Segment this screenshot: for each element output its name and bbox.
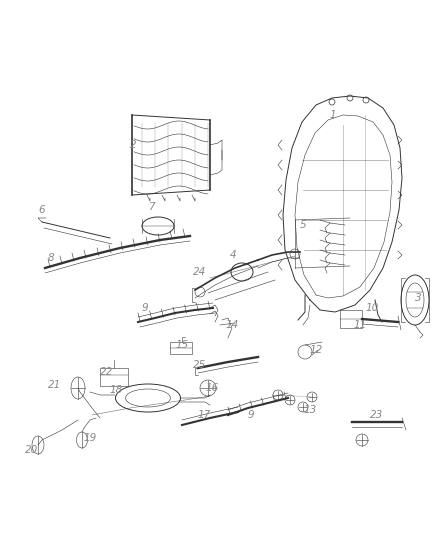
Text: 2: 2 bbox=[130, 140, 137, 150]
Text: 10: 10 bbox=[365, 303, 378, 313]
Text: 4: 4 bbox=[230, 250, 237, 260]
Text: 24: 24 bbox=[193, 267, 206, 277]
Text: 5: 5 bbox=[300, 220, 307, 230]
Text: 1: 1 bbox=[330, 110, 337, 120]
Bar bbox=[100, 368, 128, 386]
Text: 15: 15 bbox=[175, 340, 188, 350]
Text: 12: 12 bbox=[310, 345, 323, 355]
Text: 7: 7 bbox=[148, 202, 155, 212]
Text: 23: 23 bbox=[370, 410, 383, 420]
Text: 9: 9 bbox=[248, 410, 254, 420]
Text: 6: 6 bbox=[38, 205, 45, 215]
Text: 20: 20 bbox=[25, 445, 38, 455]
Text: 13: 13 bbox=[303, 405, 316, 415]
Text: 9: 9 bbox=[142, 303, 148, 313]
Bar bbox=[170, 342, 192, 354]
Text: 11: 11 bbox=[353, 320, 366, 330]
Text: 19: 19 bbox=[83, 433, 96, 443]
Text: 21: 21 bbox=[48, 380, 61, 390]
Text: 3: 3 bbox=[415, 293, 422, 303]
Text: 22: 22 bbox=[100, 367, 113, 377]
Text: 18: 18 bbox=[110, 385, 123, 395]
Bar bbox=[340, 310, 362, 328]
Text: 16: 16 bbox=[205, 383, 218, 393]
Text: 8: 8 bbox=[48, 253, 55, 263]
Text: 17: 17 bbox=[198, 410, 211, 420]
Text: 14: 14 bbox=[225, 320, 238, 330]
Text: 25: 25 bbox=[193, 360, 206, 370]
